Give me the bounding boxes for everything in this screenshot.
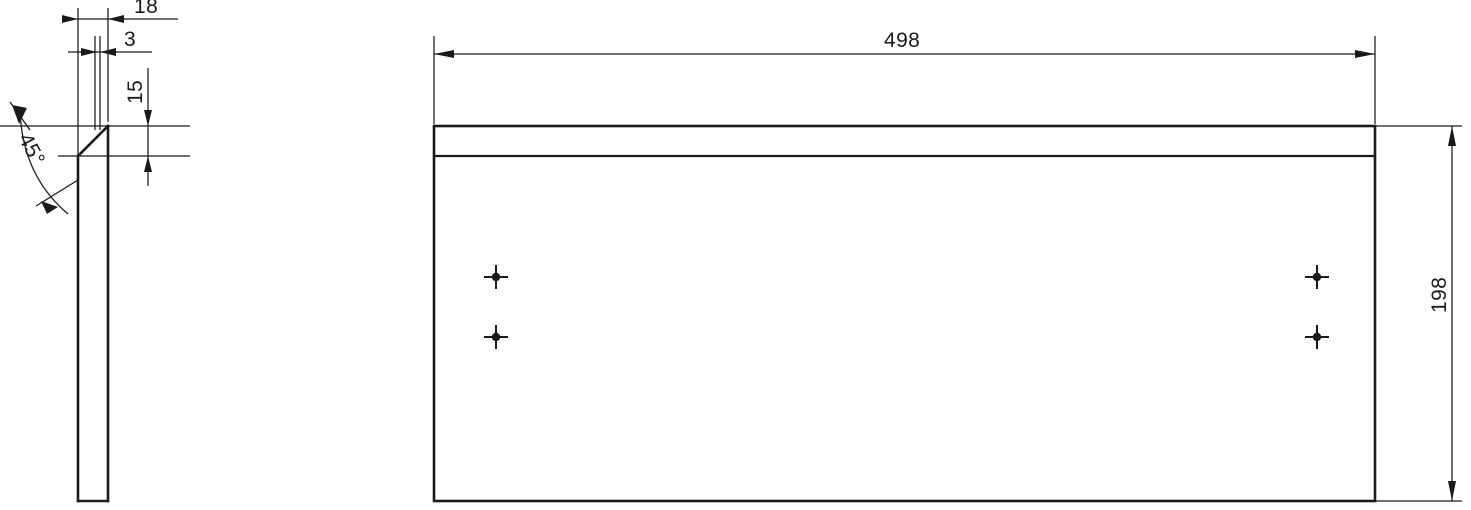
dim-arrow-15-top xyxy=(144,110,152,126)
dim-arc-45 xyxy=(19,109,69,215)
hole-top-right xyxy=(1305,265,1329,289)
dim-label-198: 198 xyxy=(1428,277,1451,313)
dimension-498: 498 xyxy=(434,29,1375,58)
dim-arrow-45-bottom xyxy=(41,201,58,214)
dim-arrow-498-right xyxy=(1355,50,1375,58)
dimension-15: 15 xyxy=(124,68,152,186)
dim-arrow-15-bottom xyxy=(144,156,152,172)
dimension-3: 3 xyxy=(68,28,152,56)
dim-label-15: 15 xyxy=(124,80,147,104)
dimension-198: 198 xyxy=(1428,126,1456,501)
dim-arrow-18-right xyxy=(108,15,124,23)
hole-bottom-right-core xyxy=(1312,332,1322,342)
dim-arrow-198-top xyxy=(1448,126,1456,146)
dim-label-18: 18 xyxy=(134,0,158,18)
hole-top-left-core xyxy=(491,272,501,282)
front-panel-outline xyxy=(432,124,1377,503)
hole-bottom-left-core xyxy=(491,332,501,342)
profile-chamfer-edge xyxy=(76,124,110,158)
dim-arrow-198-bottom xyxy=(1448,481,1456,501)
dim-arrow-3-left xyxy=(81,48,97,56)
dim-label-3: 3 xyxy=(124,28,136,51)
dim-label-498: 498 xyxy=(884,29,920,52)
dim-arrow-18-left xyxy=(62,15,78,23)
hole-top-right-core xyxy=(1312,272,1322,282)
dim-arrow-498-left xyxy=(434,50,454,58)
hole-bottom-left xyxy=(484,325,508,349)
hole-bottom-right xyxy=(1305,325,1329,349)
leader-line-45-bottom xyxy=(35,179,79,207)
leader-line-45-top xyxy=(9,101,31,131)
dim-arrow-3-right xyxy=(100,48,116,56)
hole-top-left xyxy=(484,265,508,289)
front-view: 498 198 xyxy=(432,29,1462,503)
dimension-18: 18 xyxy=(62,0,178,23)
